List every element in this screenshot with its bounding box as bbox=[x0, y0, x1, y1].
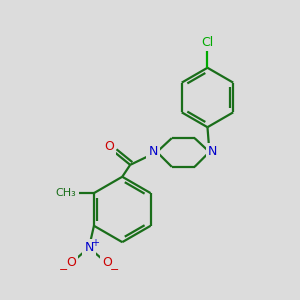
Text: N: N bbox=[208, 146, 217, 158]
Text: −: − bbox=[110, 266, 119, 275]
Text: −: − bbox=[58, 266, 68, 275]
Text: N: N bbox=[148, 146, 158, 158]
Text: N: N bbox=[84, 241, 94, 254]
Text: O: O bbox=[66, 256, 76, 269]
Text: O: O bbox=[102, 256, 112, 269]
Text: +: + bbox=[91, 238, 99, 248]
Text: CH₃: CH₃ bbox=[56, 188, 76, 198]
Text: Cl: Cl bbox=[201, 35, 214, 49]
Text: O: O bbox=[104, 140, 114, 152]
